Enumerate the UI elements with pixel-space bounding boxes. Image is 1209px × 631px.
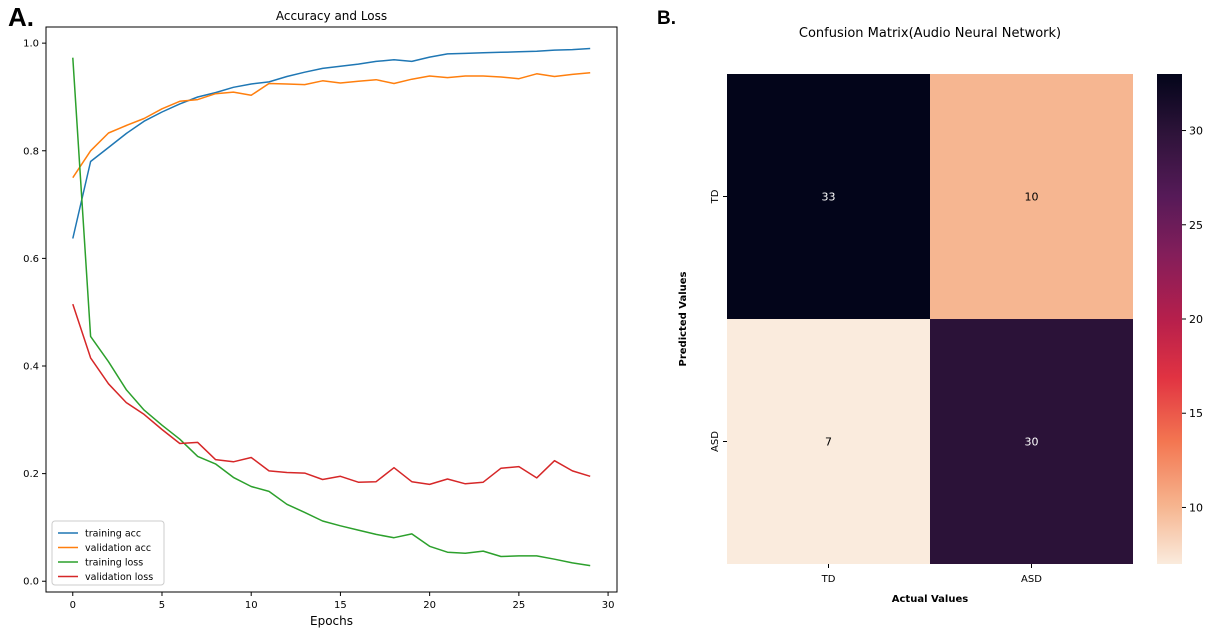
accuracy-loss-chart: Accuracy and Loss Epochs 0 5 10 15 20 25 30 0.0 0.… <box>23 9 618 628</box>
heatmap-cell <box>930 319 1133 564</box>
y-category-label: ASD <box>710 431 721 452</box>
heatmap-title: Confusion Matrix(Audio Neural Network) <box>799 26 1061 41</box>
series-line-training-loss <box>72 57 591 567</box>
x-tick-label: 10 <box>245 600 258 611</box>
cell-value-label: 10 <box>1025 191 1039 204</box>
heatmap-cell <box>930 74 1133 319</box>
x-category-label: TD <box>821 574 836 585</box>
colorbar-tick-label: 10 <box>1189 501 1203 514</box>
heatmap-cell <box>727 74 930 319</box>
legend-entry: training loss <box>85 558 143 569</box>
x-tick-label: 25 <box>512 600 525 611</box>
legend-entry: validation loss <box>85 572 153 583</box>
y-tick-label: 1.0 <box>23 39 39 50</box>
x-tick-label: 5 <box>159 600 165 611</box>
y-category-label: TD <box>710 189 721 204</box>
y-tick-label: 0.0 <box>23 577 39 588</box>
chart-title: Accuracy and Loss <box>276 9 387 23</box>
colorbar-tick-label: 30 <box>1189 125 1203 138</box>
colorbar <box>1157 74 1182 564</box>
colorbar-tick-label: 15 <box>1189 407 1203 420</box>
cell-value-label: 30 <box>1025 436 1039 449</box>
cell-value-label: 33 <box>822 191 836 204</box>
x-axis-label: Actual Values <box>892 594 968 605</box>
series-line-validation-loss <box>72 303 591 486</box>
y-tick-label: 0.8 <box>23 146 39 157</box>
cell-value-label: 7 <box>825 436 832 449</box>
heatmap-cell <box>727 319 930 564</box>
y-tick-label: 0.2 <box>23 469 39 480</box>
panel-b-label: B. <box>657 8 676 29</box>
x-tick-label: 30 <box>602 600 615 611</box>
plot-area-frame <box>45 26 618 593</box>
confusion-matrix-chart: Confusion Matrix(Audio Neural Network) 33… <box>678 26 1203 605</box>
y-axis-label: Predicted Values <box>678 271 689 366</box>
x-tick-label: 20 <box>423 600 436 611</box>
legend-box <box>51 520 165 586</box>
panel-a-label: A. <box>8 2 34 32</box>
x-category-label: ASD <box>1021 574 1042 585</box>
y-tick-label: 0.4 <box>23 362 39 373</box>
x-axis-label: Epochs <box>310 614 353 628</box>
x-tick-label: 0 <box>70 600 76 611</box>
legend-entry: training acc <box>85 529 141 540</box>
legend-entry: validation acc <box>85 543 151 554</box>
x-tick-label: 15 <box>334 600 347 611</box>
colorbar-tick-label: 20 <box>1189 313 1203 326</box>
series-line-training-acc <box>72 47 591 239</box>
colorbar-tick-label: 25 <box>1189 219 1203 232</box>
y-tick-label: 0.6 <box>23 254 39 265</box>
series-line-validation-acc <box>72 71 591 179</box>
